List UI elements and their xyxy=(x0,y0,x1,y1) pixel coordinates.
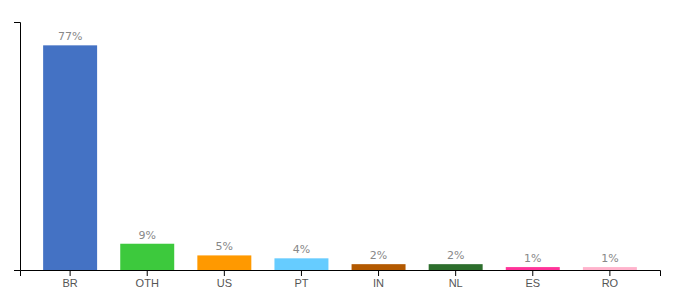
bar xyxy=(352,264,406,270)
data-label: 5% xyxy=(216,240,233,253)
chart: BR OTH US PT IN NL ES RO 77% 9% 5% 4% 2% 2% 1% 1% xyxy=(0,0,680,300)
x-tick-mark xyxy=(532,270,533,276)
data-label: 1% xyxy=(524,252,541,265)
x-tick-label: PT xyxy=(294,277,308,289)
data-label: 2% xyxy=(370,249,387,262)
y-axis-line xyxy=(14,23,21,271)
data-label: 2% xyxy=(447,249,464,262)
x-tick: BR xyxy=(62,270,77,289)
data-label: 77% xyxy=(58,30,82,43)
x-tick-label: ES xyxy=(525,277,540,289)
x-tick-label: IN xyxy=(373,277,384,289)
bar xyxy=(429,264,483,270)
plot: BR OTH US PT IN NL ES RO 77% 9% 5% 4% 2% 2% 1% 1% xyxy=(14,23,661,289)
data-label: 4% xyxy=(293,243,310,256)
x-tick-mark xyxy=(224,270,225,276)
x-tick: ES xyxy=(525,270,540,289)
x-tick-label: OTH xyxy=(136,277,159,289)
x-tick-mark xyxy=(609,270,610,276)
bar xyxy=(583,267,637,270)
x-tick-label: US xyxy=(217,277,232,289)
data-labels: 77% 9% 5% 4% 2% 2% 1% 1% xyxy=(58,30,619,265)
x-tick-mark xyxy=(70,270,71,276)
x-tick-mark xyxy=(455,270,456,276)
x-axis: BR OTH US PT IN NL ES RO xyxy=(21,270,661,289)
x-tick-mark xyxy=(147,270,148,276)
x-tick-label: RO xyxy=(602,277,619,289)
bar xyxy=(120,244,174,270)
x-tick-mark xyxy=(378,270,379,276)
x-tick: US xyxy=(217,270,232,289)
bar xyxy=(197,255,251,270)
x-tick: IN xyxy=(373,270,384,289)
bar xyxy=(43,45,97,270)
x-tick: PT xyxy=(294,270,308,289)
x-tick: RO xyxy=(602,270,619,289)
data-label: 1% xyxy=(601,252,618,265)
x-tick-label: BR xyxy=(62,277,77,289)
data-label: 9% xyxy=(139,229,156,242)
x-tick: OTH xyxy=(136,270,159,289)
bar xyxy=(274,258,328,270)
bar xyxy=(506,267,560,270)
x-axis-line xyxy=(21,271,661,277)
bars xyxy=(43,45,637,270)
x-tick: NL xyxy=(449,270,463,289)
x-tick-label: NL xyxy=(449,277,463,289)
y-axis xyxy=(14,23,21,271)
x-tick-mark xyxy=(301,270,302,276)
